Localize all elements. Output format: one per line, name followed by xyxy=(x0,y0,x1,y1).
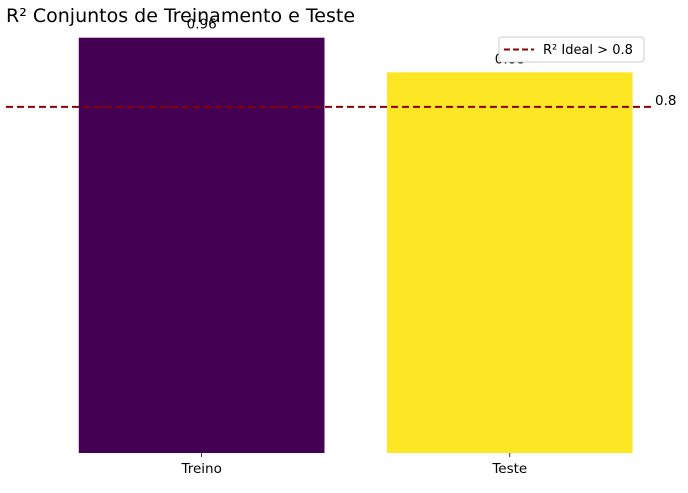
legend: R² Ideal > 0.8 xyxy=(498,36,645,63)
x-tick-label-treino: Treino xyxy=(180,461,221,477)
chart-title: R² Conjuntos de Treinamento e Teste xyxy=(6,5,355,27)
legend-box xyxy=(498,36,645,63)
bar-treino xyxy=(78,37,325,453)
bars-group xyxy=(78,37,633,453)
bar-teste xyxy=(386,72,633,453)
reference-line-label: 0.8 xyxy=(655,93,676,109)
legend-label: R² Ideal > 0.8 xyxy=(543,43,633,58)
x-tick-label-teste: Teste xyxy=(491,461,527,477)
x-axis-ticks: Treino Teste xyxy=(180,453,527,477)
data-label-treino: 0.96 xyxy=(187,17,217,33)
